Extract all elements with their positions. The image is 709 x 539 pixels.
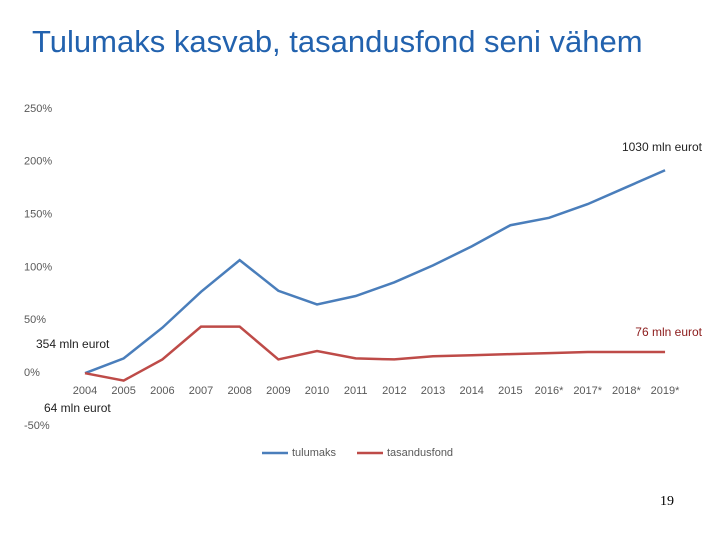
slide-title: Tulumaks kasvab, tasandusfond seni vähem [32, 24, 643, 59]
y-tick-label: 150% [24, 209, 52, 221]
y-tick-label: 50% [24, 314, 46, 326]
x-tick-label: 2004 [73, 385, 97, 397]
x-tick-label: 2016* [535, 385, 564, 397]
x-tick-label: 2011 [344, 385, 368, 397]
x-tick-label: 2005 [111, 385, 135, 397]
x-tick-label: 2009 [266, 385, 290, 397]
x-tick-label: 2006 [150, 385, 174, 397]
y-tick-label: 0% [24, 367, 40, 379]
legend-label: tulumaks [292, 447, 337, 459]
annotation: 1030 mln eurot [622, 140, 703, 154]
x-tick-label: 2007 [189, 385, 213, 397]
annotation: 76 mln eurot [635, 325, 702, 339]
annotation: 354 mln eurot [36, 337, 110, 351]
x-tick-label: 2019* [651, 385, 680, 397]
x-tick-label: 2017* [573, 385, 602, 397]
y-tick-label: 200% [24, 156, 52, 168]
y-tick-label: 100% [24, 261, 52, 273]
y-tick-label: 250% [24, 103, 52, 115]
x-tick-label: 2008 [227, 385, 251, 397]
legend-label: tasandusfond [387, 447, 453, 459]
y-tick-label: -50% [24, 420, 50, 432]
x-tick-label: 2012 [382, 385, 406, 397]
series-line [84, 169, 666, 375]
annotation: 64 mln eurot [44, 401, 111, 415]
x-tick-label: 2014 [459, 385, 483, 397]
page-number: 19 [660, 494, 674, 509]
x-tick-label: 2018* [612, 385, 641, 397]
x-tick-label: 2015 [498, 385, 522, 397]
series-line [84, 325, 666, 382]
x-tick-label: 2010 [305, 385, 329, 397]
x-tick-label: 2013 [421, 385, 445, 397]
